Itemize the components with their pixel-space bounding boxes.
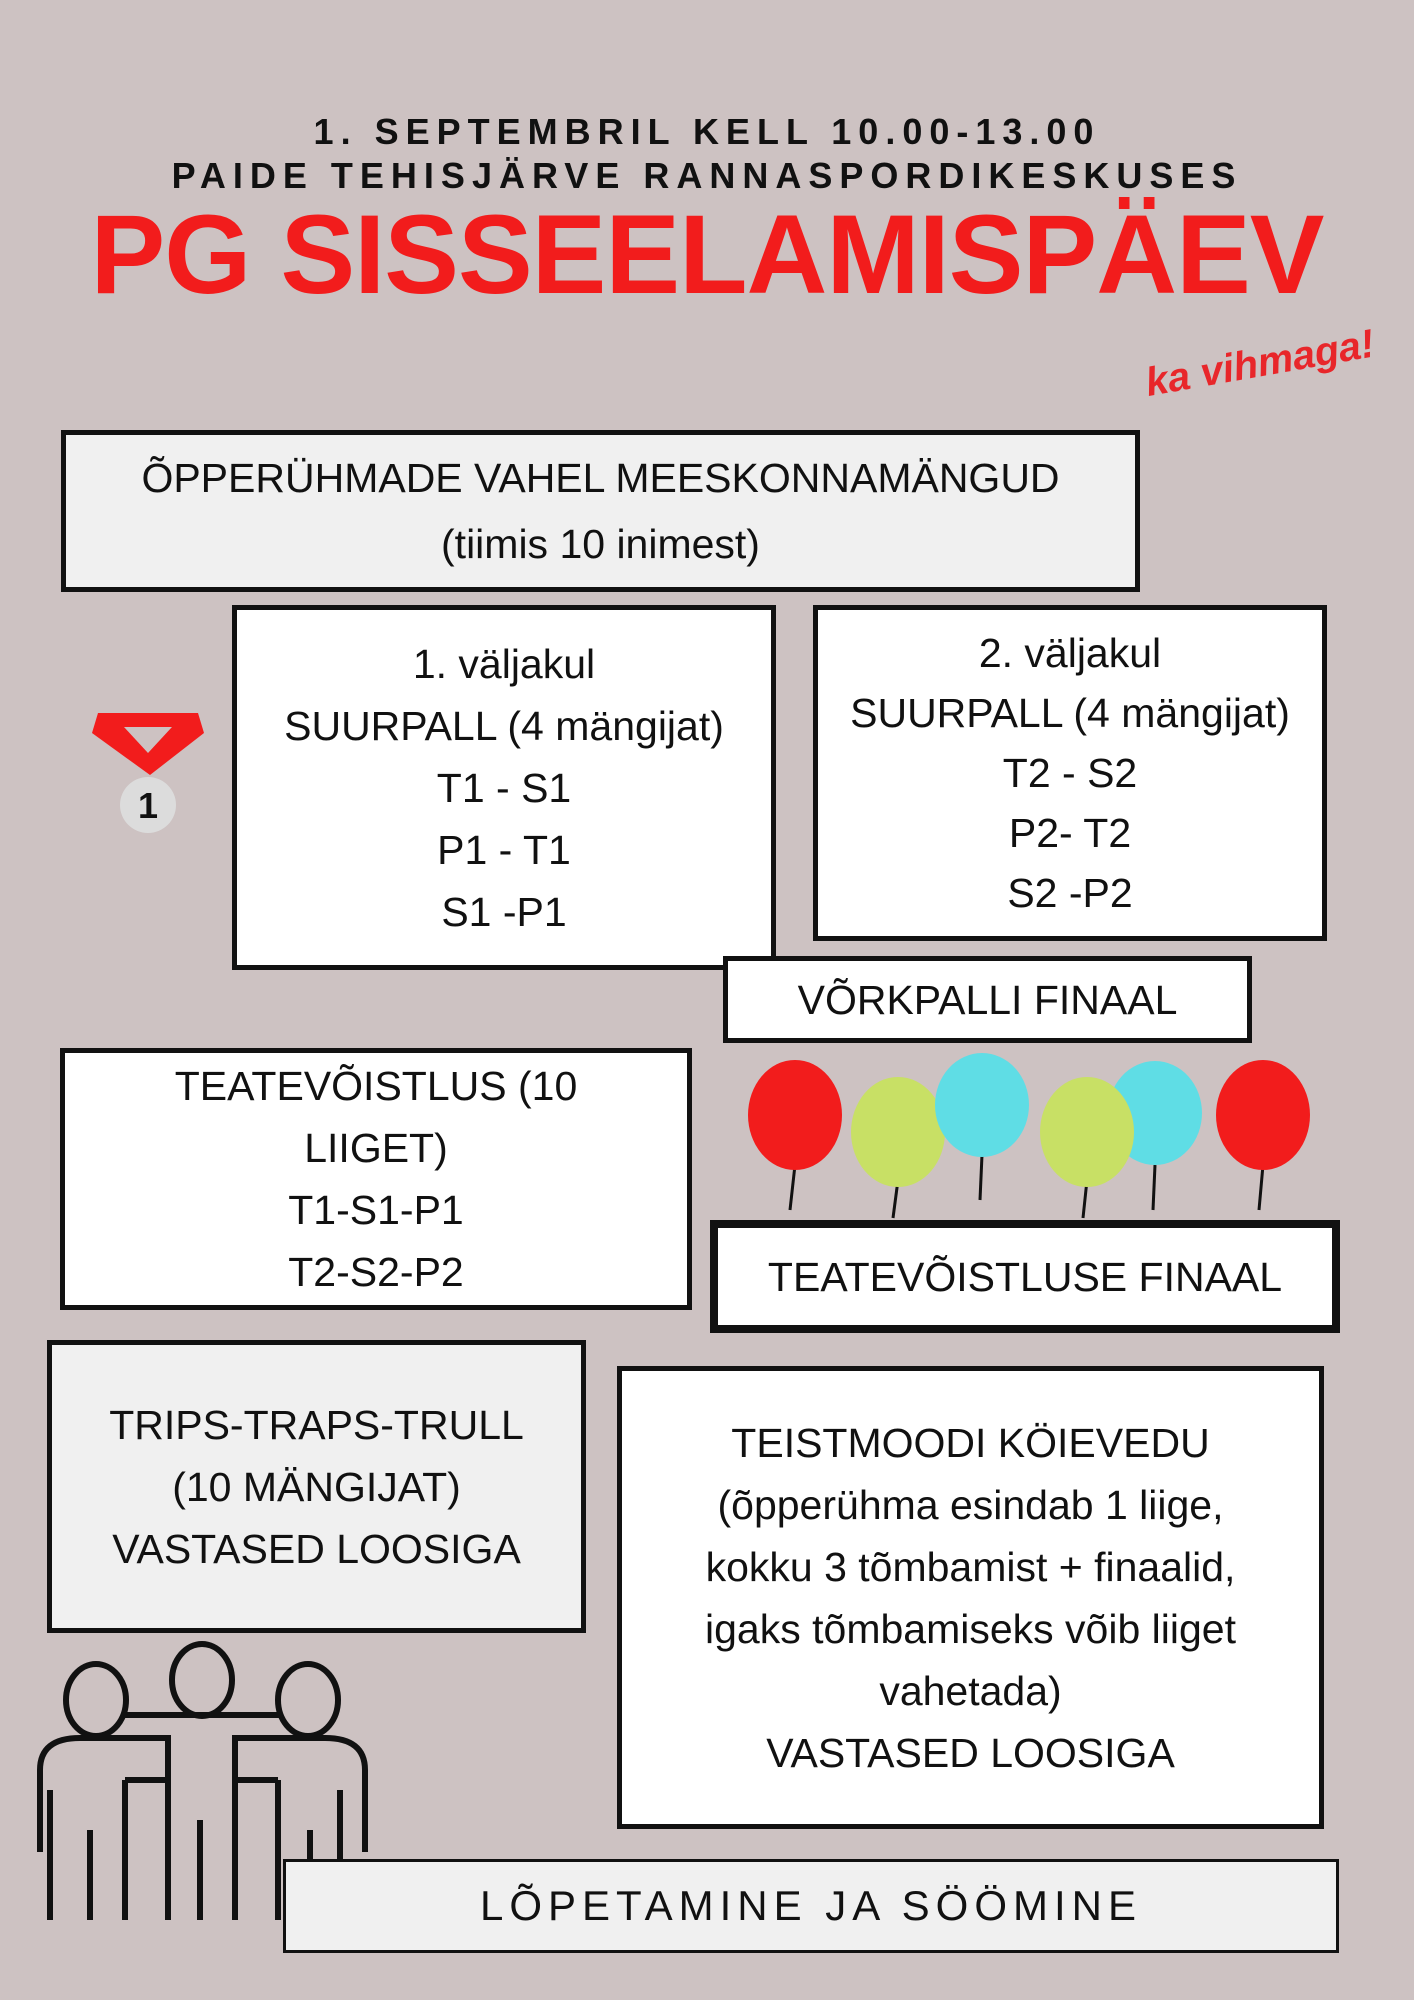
relay-line: TEATEVÕISTLUS (10: [174, 1063, 578, 1109]
tug-line: VASTASED LOOSIGA: [766, 1729, 1175, 1776]
balloon-cyan: [935, 1053, 1029, 1201]
team-games-box: ÕPPERÜHMADE VAHEL MEESKONNAMÄNGUD (tiimi…: [61, 430, 1140, 592]
tug-line: igaks tõmbamiseks võib liiget: [705, 1605, 1236, 1652]
closing-box: LÕPETAMINE JA SÖÖMINE: [283, 1859, 1339, 1953]
team-games-title: ÕPPERÜHMADE VAHEL MEESKONNAMÄNGUD: [141, 455, 1060, 501]
court2-line: 2. väljakul: [978, 630, 1162, 676]
team-games-subtitle: (tiimis 10 inimest): [441, 521, 760, 567]
tug-line: kokku 3 tõmbamist + finaalid,: [705, 1543, 1236, 1590]
volleyball-final-box: VÕRKPALLI FINAAL: [723, 956, 1252, 1043]
relay-final-box: TEATEVÕISTLUSE FINAAL: [710, 1220, 1340, 1333]
relay-line: T2-S2-P2: [288, 1249, 464, 1295]
court2-line: T2 - S2: [1002, 750, 1138, 796]
medal-number: 1: [138, 785, 158, 826]
relay-line: T1-S1-P1: [288, 1187, 464, 1233]
date-time: 1. SEPTEMBRIL KELL 10.00-13.00: [313, 111, 1101, 152]
tictactoe-line: VASTASED LOOSIGA: [112, 1525, 521, 1572]
people-icon: [37, 1641, 368, 1920]
page-title: PG SISSEELAMISPÄEV: [90, 192, 1325, 317]
tictactoe-line: TRIPS-TRAPS-TRULL: [109, 1401, 524, 1448]
volleyball-final-label: VÕRKPALLI FINAAL: [797, 976, 1178, 1023]
location: PAIDE TEHISJÄRVE RANNASPORDIKESKUSES: [171, 155, 1243, 196]
balloon-red: [748, 1060, 842, 1211]
relay-box: TEATEVÕISTLUS (10 LIIGET) T1-S1-P1 T2-S2…: [60, 1048, 692, 1310]
balloons-icon: [748, 1053, 1310, 1219]
balloon-green: [851, 1077, 945, 1219]
court2-line: SUURPALL (4 mängijat): [850, 690, 1290, 736]
court1-line: S1 -P1: [441, 888, 567, 935]
court1-box: 1. väljakul SUURPALL (4 mängijat) T1 - S…: [232, 605, 776, 970]
tagline: ka vihmaga!: [1142, 321, 1378, 406]
balloon-green: [1040, 1077, 1134, 1219]
relay-final-label: TEATEVÕISTLUSE FINAAL: [767, 1253, 1283, 1300]
medal-icon: 1: [92, 713, 204, 833]
tictactoe-box: TRIPS-TRAPS-TRULL (10 MÄNGIJAT) VASTASED…: [47, 1340, 586, 1633]
court2-line: S2 -P2: [1007, 870, 1133, 916]
tug-of-war-box: TEISTMOODI KÖIEVEDU (õpperühma esindab 1…: [617, 1366, 1324, 1829]
tug-line: vahetada): [879, 1667, 1062, 1714]
balloon-red: [1216, 1060, 1310, 1211]
court2-line: P2- T2: [1008, 810, 1132, 856]
court1-line: SUURPALL (4 mängijat): [284, 702, 724, 749]
tictactoe-line: (10 MÄNGIJAT): [172, 1463, 461, 1510]
court1-line: 1. väljakul: [412, 640, 596, 687]
tug-line: (õpperühma esindab 1 liige,: [717, 1481, 1224, 1528]
court1-line: T1 - S1: [436, 764, 572, 811]
tug-line: TEISTMOODI KÖIEVEDU: [731, 1419, 1210, 1466]
relay-line: LIIGET): [304, 1125, 448, 1171]
closing-label: LÕPETAMINE JA SÖÖMINE: [480, 1882, 1142, 1929]
court2-box: 2. väljakul SUURPALL (4 mängijat) T2 - S…: [813, 605, 1327, 941]
court1-line: P1 - T1: [437, 826, 571, 873]
